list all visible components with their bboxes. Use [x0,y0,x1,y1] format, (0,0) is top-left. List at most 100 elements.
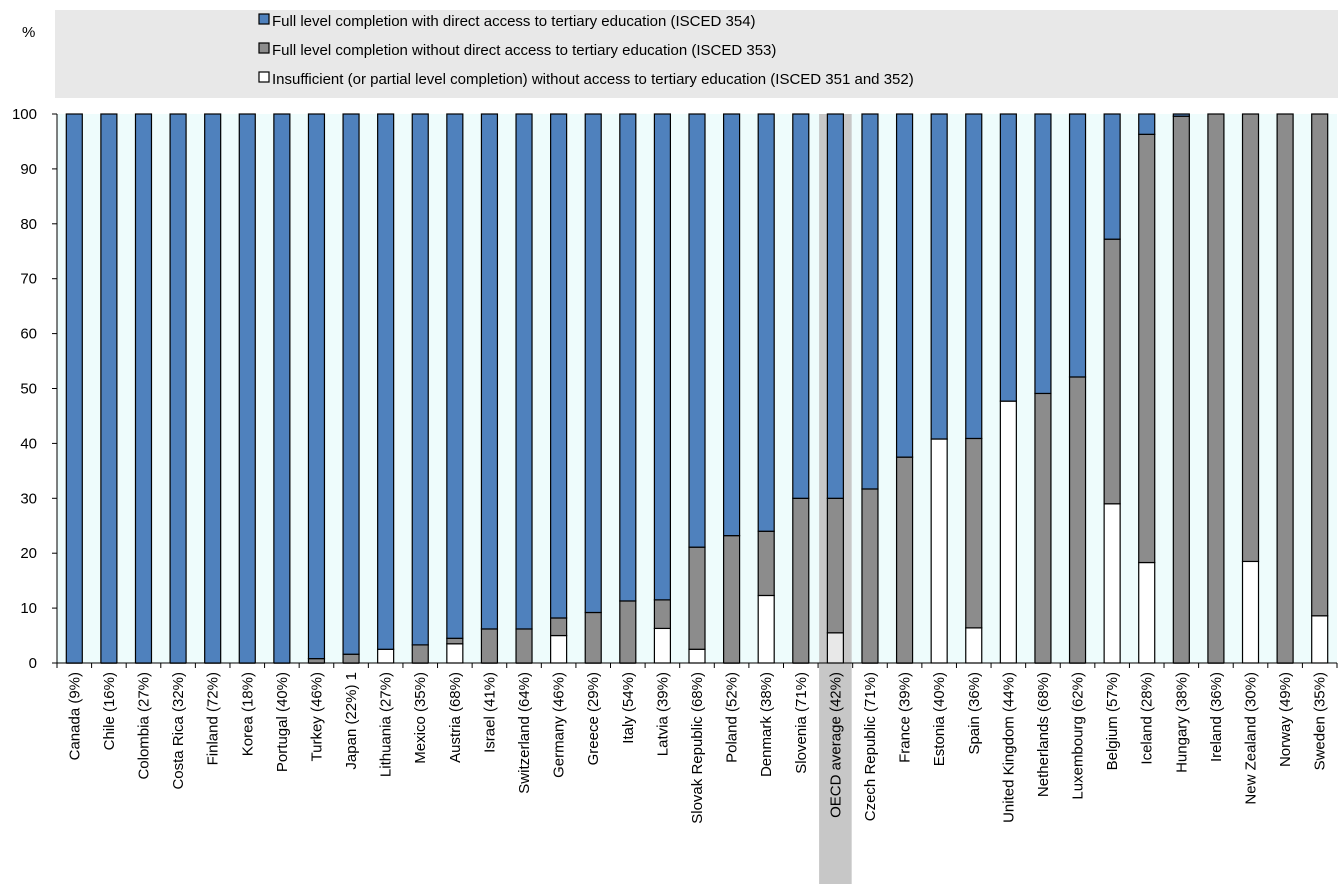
y-tick-label: 10 [20,600,37,617]
x-tick-label: Latvia (39%) [654,672,671,756]
bar-segment [619,113,637,602]
x-tick-label: Greece (29%) [585,672,602,765]
bar-segment [1068,376,1087,664]
bar-segment [480,113,499,630]
bar-segment [653,113,672,601]
legend-background [55,10,1338,98]
bar-segment [1207,113,1225,664]
bar-segment [446,637,464,645]
x-tick-label: Ireland (36%) [1208,672,1225,762]
bar-segment [1034,113,1052,395]
bar-segment [722,113,741,537]
bar-segment [100,113,118,664]
x-tick-label: Slovenia (71%) [793,672,810,774]
x-tick-label: Korea (18%) [239,672,256,756]
y-tick-label: 20 [20,545,37,562]
bar-segment [826,632,844,664]
bar-segment [1138,113,1156,135]
bar-segment [307,658,326,664]
bar-segment [1103,113,1121,240]
bar-segment [688,648,706,664]
bar-segment [757,594,775,664]
bar-segment [550,617,568,637]
bar-segment [411,644,429,664]
bar-segment [65,113,83,664]
bar-segment [1311,615,1329,664]
bar-segment [446,113,464,639]
bar-segment [1034,392,1052,664]
bar-segment [480,628,499,664]
bar-segment [861,488,879,664]
bar-segment [895,113,914,458]
bar-segment [377,648,395,664]
bar-segment [307,113,326,660]
y-tick-label: 60 [20,326,37,343]
x-tick-label: Colombia (27%) [135,672,152,780]
x-tick-label: OECD average (42%) [827,672,844,818]
bar-segment [1103,503,1121,664]
x-tick-label: Lithuania (27%) [378,672,395,777]
bar-segment [1138,561,1156,664]
x-tick-label: Spain (36%) [966,672,983,755]
x-tick-label: Austria (68%) [447,672,464,763]
x-tick-label: Poland (52%) [724,672,741,763]
bar-segment [930,438,948,664]
x-tick-label: Luxembourg (62%) [1070,672,1087,800]
bar-segment [965,113,983,440]
bar-segment [411,113,429,646]
bar-segment [757,113,775,532]
bar-segment [688,113,706,548]
bar-segment [1068,113,1087,378]
x-tick-label: France (39%) [897,672,914,763]
legend-swatch [258,13,270,25]
bar-segment [619,600,637,664]
bar-segment [930,113,948,440]
bar-segment [895,456,914,664]
bar-segment [1311,113,1329,617]
bar-segment [722,535,741,664]
bar-segment [1172,113,1190,117]
x-tick-label: Costa Rica (32%) [170,672,187,790]
x-tick-label: Germany (46%) [551,672,568,778]
bar-segment [342,113,360,655]
y-tick-label: 40 [20,435,37,452]
bar-segment [1138,133,1156,564]
x-tick-label: Netherlands (68%) [1035,672,1052,797]
x-tick-label: Sweden (35%) [1312,672,1329,770]
bar-segment [1241,560,1260,664]
bar-segment [134,113,153,664]
bar-segment [169,113,187,664]
y-tick-label: 100 [12,106,37,123]
bar-segment [584,611,602,664]
x-tick-label: Denmark (38%) [758,672,775,777]
y-tick-label: 70 [20,271,37,288]
bar-segment [550,634,568,664]
bar-segment [826,113,844,499]
bar-segment [653,627,672,664]
bar-segment [792,497,810,664]
y-unit-label: % [22,24,35,41]
bar-segment [377,113,395,650]
bar-segment [515,628,533,664]
y-tick-label: 0 [29,655,37,672]
y-tick-label: 90 [20,161,37,178]
x-tick-label: Portugal (40%) [274,672,291,772]
x-tick-label: Belgium (57%) [1104,672,1121,770]
legend-swatch [258,42,270,54]
legend-swatch [258,71,270,83]
x-tick-label: Iceland (28%) [1139,672,1156,765]
legend-label: Insufficient (or partial level completio… [272,71,914,88]
bar-segment [584,113,602,614]
y-axis: 0 10 20 30 40 50 60 70 80 90 100 [12,106,58,672]
x-tick-label: Chile (16%) [101,672,118,750]
x-tick-label: Turkey (46%) [308,672,325,761]
x-tick-label: Italy (54%) [620,672,637,744]
x-tick-label: United Kingdom (44%) [1000,672,1017,823]
bar-segment [965,627,983,664]
x-tick-label: Canada (9%) [66,672,83,760]
x-axis: Canada (9%) Chile (16%) Colombia (27%) Cost… [56,662,1338,824]
bar-segment [238,113,256,664]
bar-segment [999,113,1017,402]
bar-segment [688,546,706,650]
